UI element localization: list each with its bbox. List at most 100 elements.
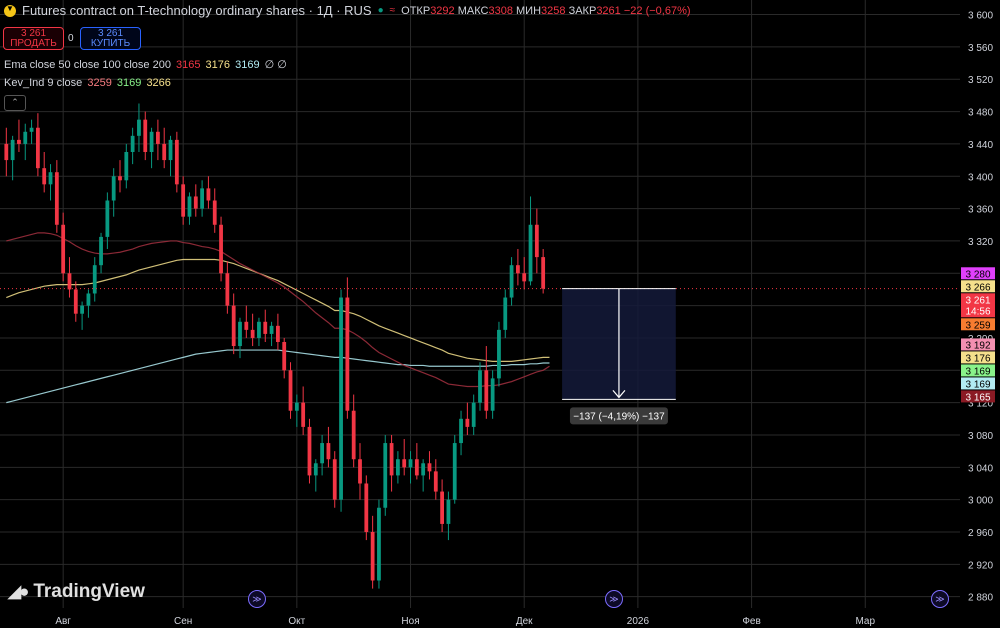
candle-body xyxy=(313,463,318,476)
y-tick-label: 2 920 xyxy=(968,560,993,571)
y-tick-label: 3 400 xyxy=(968,172,993,183)
measure-label-bg xyxy=(569,407,668,425)
candle-body xyxy=(4,143,9,161)
sell-button[interactable]: 3 261 ПРОДАТЬ xyxy=(3,27,64,50)
candle-body xyxy=(111,176,116,201)
candle-body xyxy=(503,297,508,330)
candle-body xyxy=(332,459,337,500)
price-tag-label: 3 165 xyxy=(965,392,990,403)
candle-body xyxy=(421,463,426,476)
price-tag xyxy=(961,364,995,377)
sell-label: ПРОДАТЬ xyxy=(10,38,57,49)
candle-body xyxy=(440,491,444,524)
y-tick-label: 3 560 xyxy=(968,43,993,54)
candle-body xyxy=(219,224,223,274)
candle-body xyxy=(509,265,514,298)
candle-body xyxy=(370,532,375,581)
candle-body xyxy=(534,224,539,258)
indicator-symbol-icon: ≈ xyxy=(389,5,396,16)
low-value: 3258 xyxy=(541,4,566,17)
indicator-kev-legend[interactable]: Kev_Ind 9 close 3259 3169 3266 xyxy=(4,77,173,89)
candle-body xyxy=(402,459,407,468)
price-tag-label: 3 261 xyxy=(965,295,990,306)
candle-body xyxy=(452,443,457,500)
candle-body xyxy=(193,196,198,209)
candle-body xyxy=(528,224,533,282)
y-tick-label: 3 360 xyxy=(968,205,993,216)
watermark-text: TradingView xyxy=(33,581,145,602)
high-value: 3308 xyxy=(488,4,513,17)
price-tag-label: 3 169 xyxy=(965,366,990,377)
candle-body xyxy=(137,119,141,136)
candle-body xyxy=(497,329,501,379)
symbol-title[interactable]: Futures contract on T-technology ordinar… xyxy=(22,3,372,18)
candle-body xyxy=(73,289,78,314)
candle-body xyxy=(490,378,495,411)
y-tick-label: 3 000 xyxy=(968,496,993,507)
price-tag xyxy=(961,338,995,351)
price-tag xyxy=(961,390,995,403)
candle-body xyxy=(427,463,432,472)
candle-body xyxy=(54,172,59,225)
price-tag xyxy=(961,351,995,364)
chevron-up-icon: ⌃ xyxy=(11,97,19,107)
candle-body xyxy=(238,321,242,347)
y-tick-label: 2 960 xyxy=(968,528,993,539)
candle-body xyxy=(389,443,394,476)
price-tag xyxy=(961,377,995,390)
sell-price: 3 261 xyxy=(20,28,47,39)
price-tag-label: 3 266 xyxy=(965,282,990,293)
candle-body xyxy=(326,443,331,460)
x-tick-label: 2026 xyxy=(627,616,650,627)
indicator-ema-legend[interactable]: Ema close 50 close 100 close 200 3165 31… xyxy=(4,58,289,71)
price-tag xyxy=(961,267,995,280)
candle-body xyxy=(10,139,15,161)
event-marker-icon[interactable]: ≫ xyxy=(248,590,266,608)
candle-body xyxy=(541,257,546,289)
candle-body xyxy=(288,370,293,411)
candle-body xyxy=(92,265,97,294)
y-tick-label: 3 440 xyxy=(968,140,993,151)
candle-body xyxy=(459,418,463,444)
candle-body xyxy=(257,321,261,338)
x-tick-label: Мар xyxy=(855,616,875,627)
candle-body xyxy=(187,196,192,217)
tradingview-watermark: ◢● TradingView xyxy=(8,581,145,603)
candle-body xyxy=(250,329,255,338)
candle-body xyxy=(130,135,135,152)
x-tick-label: Авг xyxy=(55,616,71,627)
candle-body xyxy=(42,168,47,185)
indicator-value: 3169 xyxy=(116,77,142,89)
event-marker-icon[interactable]: ≫ xyxy=(605,590,623,608)
candle-body xyxy=(516,265,520,274)
ohlc-readout: ОТКР3292 МАКС3308 МИН3258 ЗАКР3261 −22 (… xyxy=(401,4,691,17)
candle-body xyxy=(522,273,527,282)
candle-body xyxy=(29,127,34,132)
indicator-value: 3165 xyxy=(176,59,201,71)
indicator-value: 3259 xyxy=(87,77,112,89)
y-tick-label: 3 080 xyxy=(968,431,993,442)
x-tick-label: Дек xyxy=(516,616,533,627)
candle-body xyxy=(465,418,470,427)
candle-body xyxy=(244,321,249,330)
candle-body xyxy=(294,402,299,411)
x-tick-label: Фев xyxy=(742,616,760,627)
candle-body xyxy=(339,297,343,500)
candle-body xyxy=(358,459,362,484)
buy-button[interactable]: 3 261 КУПИТЬ xyxy=(80,27,141,50)
candle-body xyxy=(99,236,103,266)
event-marker-icon[interactable]: ≫ xyxy=(931,590,949,608)
chart-header: Futures contract on T-technology ordinar… xyxy=(4,3,691,18)
indicator-value: 3176 xyxy=(205,59,231,71)
collapse-legend-button[interactable]: ⌃ xyxy=(4,95,26,111)
eye-icon[interactable]: ● xyxy=(377,5,384,16)
y-tick-label: 3 120 xyxy=(968,399,993,410)
candle-body xyxy=(263,321,268,334)
candle-body xyxy=(86,293,91,306)
candle-body xyxy=(212,200,217,225)
candle-body xyxy=(200,188,204,209)
indicator-name: Kev_Ind 9 close xyxy=(4,77,83,89)
price-tag-time: 14:56 xyxy=(965,306,990,317)
candle-body xyxy=(168,139,173,161)
